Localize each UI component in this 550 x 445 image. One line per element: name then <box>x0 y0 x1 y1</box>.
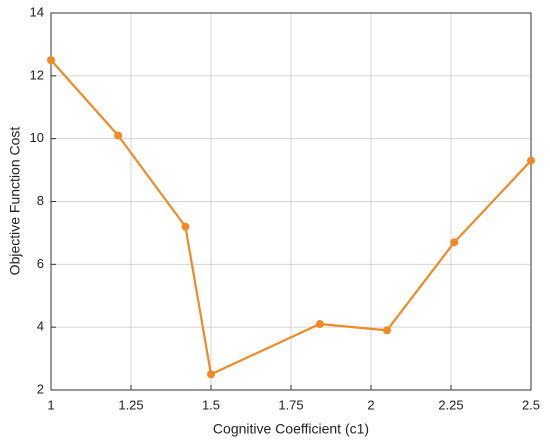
x-tick-label: 2 <box>367 397 374 412</box>
x-tick-label: 1.75 <box>278 397 303 412</box>
y-tick-label: 8 <box>37 193 44 208</box>
y-tick-label: 14 <box>30 4 44 19</box>
x-tick-label: 2.5 <box>522 397 540 412</box>
y-tick-label: 10 <box>30 130 44 145</box>
x-tick-label: 1 <box>47 397 54 412</box>
marker <box>207 370 215 379</box>
x-axis-title: Cognitive Coefficient (c1) <box>213 421 369 437</box>
marker <box>315 320 324 329</box>
marker <box>181 222 190 231</box>
marker <box>383 326 391 335</box>
plot-frame <box>50 12 532 391</box>
x-tick-label: 2.25 <box>438 397 463 412</box>
marker <box>114 131 123 140</box>
marker <box>527 156 535 165</box>
y-tick-label: 4 <box>37 319 44 334</box>
y-tick-label: 2 <box>37 381 44 396</box>
y-tick-label: 6 <box>37 256 44 271</box>
line <box>50 59 532 376</box>
y-axis-title: Objective Function Cost <box>7 127 23 276</box>
x-tick-label: 1.25 <box>118 397 143 412</box>
x-tick-label: 1.5 <box>202 397 220 412</box>
marker <box>450 238 459 247</box>
marker <box>47 56 55 65</box>
y-tick-label: 12 <box>30 67 44 82</box>
